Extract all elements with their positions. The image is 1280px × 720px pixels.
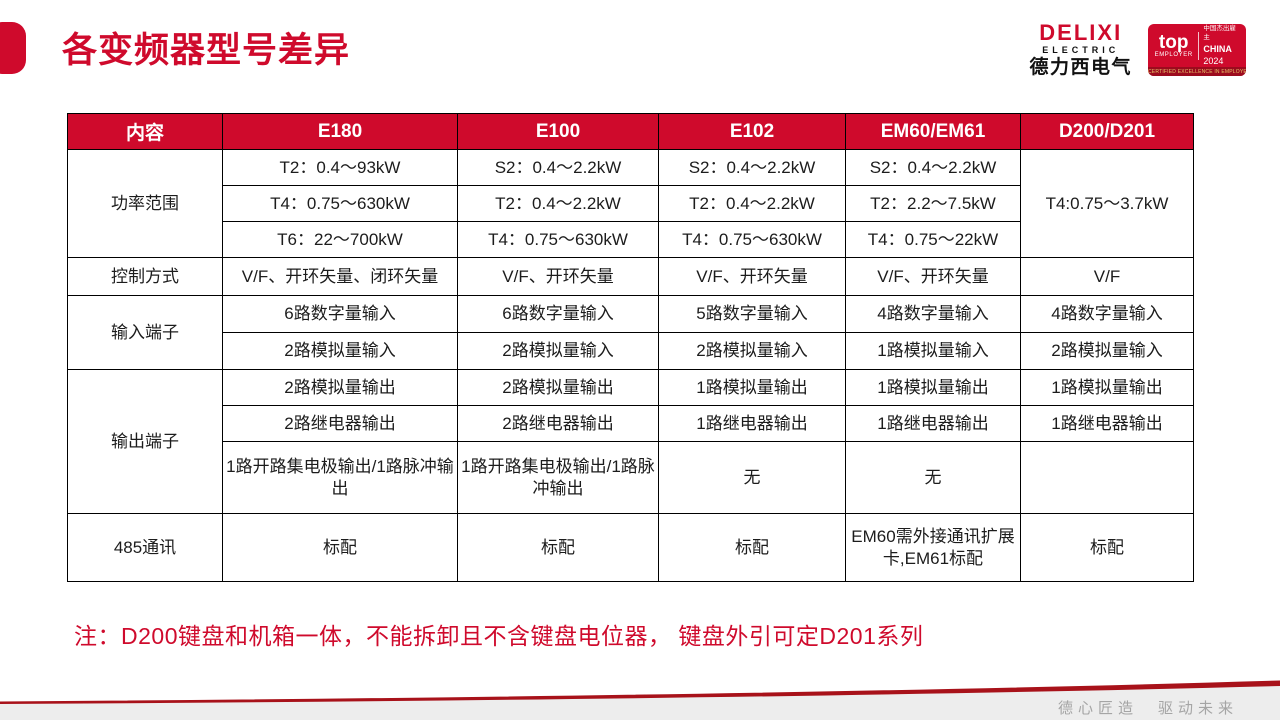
badge-certification-strip: CERTIFIED EXCELLENCE IN EMPLOYEE CONDITI… [1148,67,1246,77]
table-cell: S2：0.4～2.2kW [658,149,846,186]
row-label-output-terminals: 输出端子 [67,369,223,514]
row-label-power-range: 功率范围 [67,149,223,258]
table-cell: 2路模拟量输入 [658,332,846,370]
table-cell: 2路模拟量输入 [222,332,458,370]
table-cell: 4路数字量输入 [1020,295,1194,333]
top-employer-region-block: 中国杰出雇主 CHINA 2024 [1203,25,1241,67]
table-cell: S2：0.4～2.2kW [845,149,1021,186]
top-employer-wordmark: top [1158,32,1189,54]
delixi-chinese-name: 德力西电气 [1029,57,1132,78]
table-cell: V/F、开环矢量、闭环矢量 [222,257,458,296]
table-cell: V/F、开环矢量 [845,257,1021,296]
table-row: 控制方式 V/F、开环矢量、闭环矢量 V/F、开环矢量 V/F、开环矢量 V/F… [67,257,1194,296]
table-cell: 2路模拟量输入 [1020,332,1194,370]
row-label-control-mode: 控制方式 [67,257,223,296]
table-cell: EM60需外接通讯扩展卡,EM61标配 [845,513,1021,582]
row-label-485-comm: 485通讯 [67,513,223,582]
table-cell: V/F、开环矢量 [658,257,846,296]
table-cell: 1路继电器输出 [845,405,1021,442]
title-accent-bar [0,22,26,74]
logo-area: DELIXI ELECTRIC 德力西电气 top EMPLOYER 中国杰出雇… [1029,22,1246,79]
comparison-table: 内容 E180 E100 E102 EM60/EM61 D200/D201 功率… [67,113,1194,582]
table-cell: V/F、开环矢量 [457,257,659,296]
table-cell: 1路继电器输出 [658,405,846,442]
badge-year-label: 2024 [1203,56,1224,67]
table-cell: 6路数字量输入 [222,295,458,333]
table-row: 输出端子 2路模拟量输出 2路模拟量输出 1路模拟量输出 1路模拟量输出 1路模… [67,369,1194,514]
column-header-e100: E100 [457,113,659,150]
table-cell: 1路继电器输出 [1020,405,1194,442]
table-cell: 2路继电器输出 [222,405,458,442]
table-cell: T4：0.75～630kW [222,185,458,222]
top-employer-badge: top EMPLOYER 中国杰出雇主 CHINA 2024 CERTIFIED… [1148,24,1246,77]
top-employer-badge-main: top EMPLOYER 中国杰出雇主 CHINA 2024 [1148,24,1246,67]
table-row: 1路开路集电极输出/1路脉冲输出 1路开路集电极输出/1路脉冲输出 无 无 [68,441,1194,514]
table-cell: T6：22～700kW [222,221,458,258]
page-title: 各变频器型号差异 [62,31,351,70]
table-cell: T2：0.4～2.2kW [658,185,846,222]
table-cell: 1路开路集电极输出/1路脉冲输出 [457,441,659,514]
table-header-row: 内容 E180 E100 E102 EM60/EM61 D200/D201 [67,113,1194,150]
column-header-em60-em61: EM60/EM61 [845,113,1021,150]
top-employer-wordmark-block: top EMPLOYER [1153,32,1194,59]
table-cell: 2路模拟量输出 [457,369,659,406]
table-cell: T4：0.75～630kW [457,221,659,258]
table-cell: T4：0.75～22kW [845,221,1021,258]
badge-divider [1198,32,1200,61]
table-cell: 1路开路集电极输出/1路脉冲输出 [222,441,458,514]
footer-swoosh [0,680,1280,720]
table-cell: T2：2.2～7.5kW [845,185,1021,222]
table-row: 2路模拟量输入 2路模拟量输入 2路模拟量输入 1路模拟量输入 2路模拟量输入 [68,332,1194,370]
table-cell: 1路模拟量输入 [845,332,1021,370]
table-cell: 1路模拟量输出 [1020,369,1194,406]
badge-country-label: CHINA [1203,43,1232,54]
footnote: 注：D200键盘和机箱一体，不能拆卸且不含键盘电位器， 键盘外引可定D201系列 [74,623,924,649]
column-header-content: 内容 [67,113,223,150]
table-cell: 标配 [457,513,659,582]
table-row: 功率范围 T2：0.4～93kW S2：0.4～2.2kW S2：0.4～2.2… [67,149,1194,258]
table-cell: 标配 [1020,513,1194,582]
delixi-logo: DELIXI ELECTRIC 德力西电气 [1029,22,1132,79]
table-cell: 1路模拟量输出 [658,369,846,406]
top-employer-label: EMPLOYER [1154,52,1193,59]
table-cell: 5路数字量输入 [658,295,846,333]
table-cell [1020,441,1194,514]
table-cell: 2路模拟量输出 [222,369,458,406]
table-cell: 标配 [658,513,846,582]
table-cell: 6路数字量输入 [457,295,659,333]
column-header-d200-d201: D200/D201 [1020,113,1194,150]
table-row: 485通讯 标配 标配 标配 EM60需外接通讯扩展卡,EM61标配 标配 [67,513,1194,582]
table-cell: T4:0.75～3.7kW [1020,149,1194,258]
table-cell: V/F [1020,257,1194,296]
table-row: T6：22～700kW T4：0.75～630kW T4：0.75～630kW … [68,221,1194,258]
table-row: T4：0.75～630kW T2：0.4～2.2kW T2：0.4～2.2kW … [68,185,1194,222]
table-cell: 1路模拟量输出 [845,369,1021,406]
footer-slogan: 德心匠造 驱动未来 [1057,700,1238,717]
table-cell: T4：0.75～630kW [658,221,846,258]
delixi-wordmark: DELIXI [1039,20,1123,45]
table-cell: 2路模拟量输入 [457,332,659,370]
table-cell: T2：0.4～2.2kW [457,185,659,222]
table-row: 输入端子 6路数字量输入 6路数字量输入 5路数字量输入 4路数字量输入 4路数… [67,295,1194,370]
table-cell: 标配 [222,513,458,582]
delixi-electric-label: ELECTRIC [1042,45,1120,55]
table-cell: T2：0.4～93kW [222,149,458,186]
column-header-e180: E180 [222,113,458,150]
row-label-input-terminals: 输入端子 [67,295,223,370]
table-row: 2路继电器输出 2路继电器输出 1路继电器输出 1路继电器输出 1路继电器输出 [68,405,1194,442]
table-cell: 2路继电器输出 [457,405,659,442]
table-cell: S2：0.4～2.2kW [457,149,659,186]
table-cell: 无 [658,441,846,514]
table-cell: 4路数字量输入 [845,295,1021,333]
column-header-e102: E102 [658,113,846,150]
table-cell: 无 [845,441,1021,514]
badge-chinese-label: 中国杰出雇主 [1203,25,1236,42]
